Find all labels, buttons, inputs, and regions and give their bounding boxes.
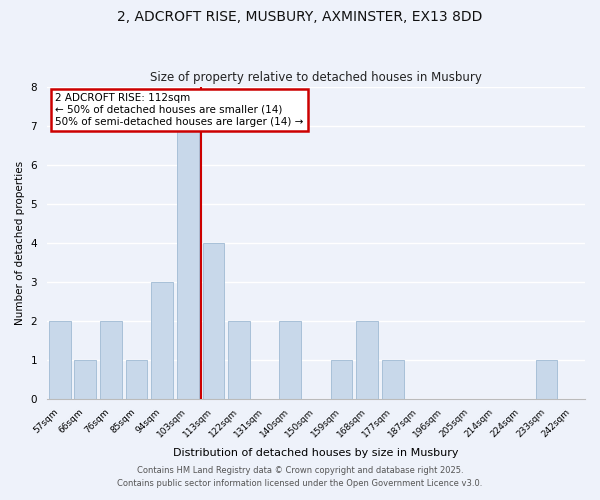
Bar <box>382 360 404 400</box>
Bar <box>203 243 224 400</box>
Bar <box>49 322 71 400</box>
Bar <box>331 360 352 400</box>
Y-axis label: Number of detached properties: Number of detached properties <box>15 161 25 326</box>
Bar <box>177 126 199 400</box>
Bar <box>280 322 301 400</box>
Text: 2 ADCROFT RISE: 112sqm
← 50% of detached houses are smaller (14)
50% of semi-det: 2 ADCROFT RISE: 112sqm ← 50% of detached… <box>55 94 304 126</box>
Title: Size of property relative to detached houses in Musbury: Size of property relative to detached ho… <box>150 72 482 85</box>
Text: 2, ADCROFT RISE, MUSBURY, AXMINSTER, EX13 8DD: 2, ADCROFT RISE, MUSBURY, AXMINSTER, EX1… <box>118 10 482 24</box>
Bar <box>100 322 122 400</box>
Bar <box>125 360 148 400</box>
Bar <box>151 282 173 400</box>
X-axis label: Distribution of detached houses by size in Musbury: Distribution of detached houses by size … <box>173 448 459 458</box>
Bar <box>536 360 557 400</box>
Bar <box>356 322 378 400</box>
Text: Contains HM Land Registry data © Crown copyright and database right 2025.
Contai: Contains HM Land Registry data © Crown c… <box>118 466 482 487</box>
Bar <box>74 360 96 400</box>
Bar <box>228 322 250 400</box>
